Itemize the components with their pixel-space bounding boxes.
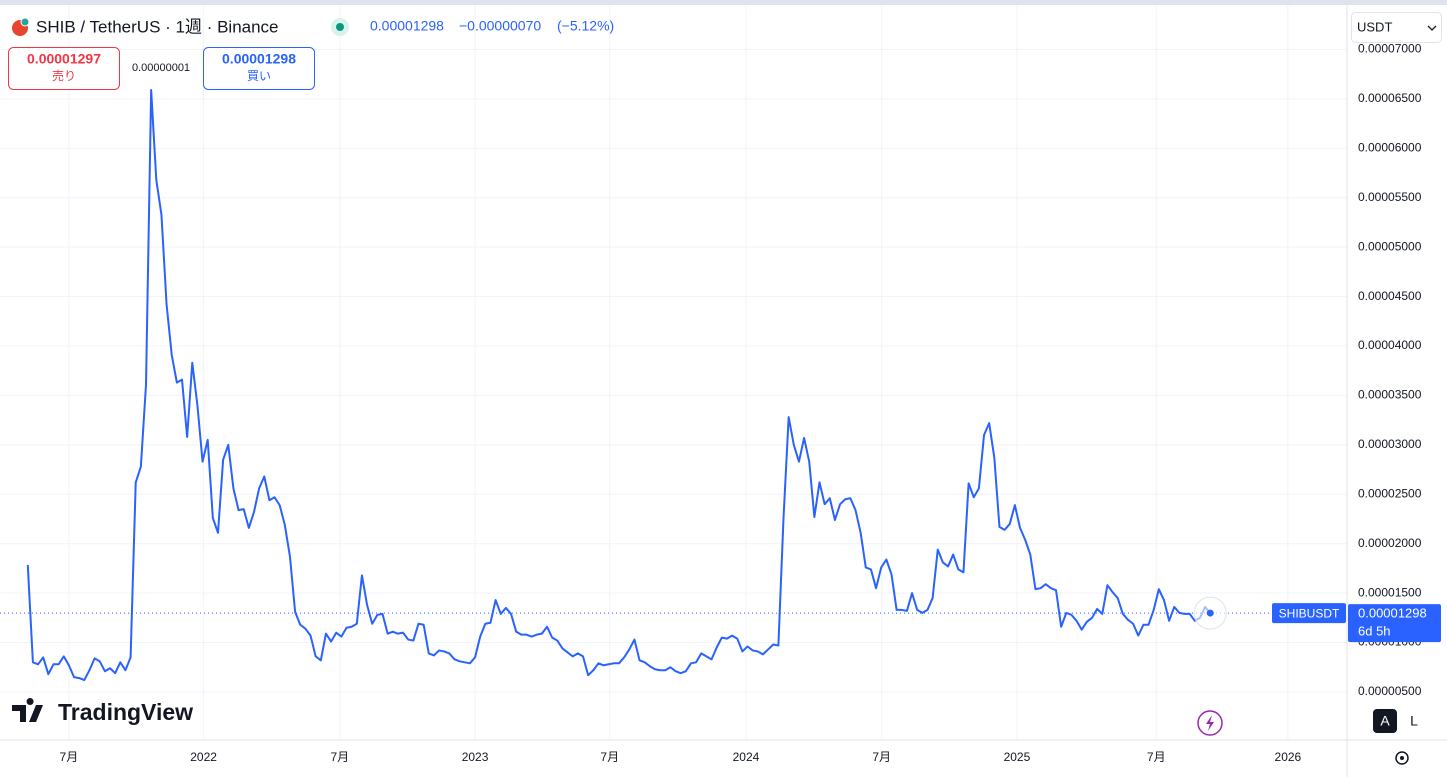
buy-price: 0.00001298 bbox=[222, 51, 296, 67]
price-tag-countdown: 6d 5h bbox=[1358, 624, 1391, 639]
buy-button[interactable] bbox=[203, 47, 315, 90]
last-price-dot bbox=[1206, 609, 1214, 617]
currency-label: USDT bbox=[1357, 19, 1392, 34]
y-tick-label: 0.00003500 bbox=[1358, 388, 1422, 402]
auto-scale-button[interactable] bbox=[1373, 709, 1397, 733]
x-tick-label: 2024 bbox=[733, 750, 760, 764]
grid bbox=[0, 5, 1347, 740]
alert-icon bbox=[1206, 715, 1214, 731]
x-tick-label: 7月 bbox=[1147, 750, 1166, 764]
y-tick-label: 0.00006500 bbox=[1358, 91, 1422, 105]
symbol-tag-label: SHIBUSDT bbox=[1279, 606, 1340, 620]
x-tick-label: 2022 bbox=[190, 750, 217, 764]
buy-label: 買い bbox=[247, 69, 271, 83]
price-change-pct: (−5.12%) bbox=[557, 18, 614, 34]
currency-select[interactable] bbox=[1351, 12, 1442, 43]
y-axis: 0.000005000.000010000.000015000.00002000… bbox=[1358, 42, 1422, 698]
price-tag-value: 0.00001298 bbox=[1358, 606, 1427, 621]
log-scale-label[interactable]: L bbox=[1410, 713, 1418, 729]
y-tick-label: 0.00004500 bbox=[1358, 289, 1422, 303]
plot bbox=[0, 89, 1347, 682]
logo-text[interactable]: TradingView bbox=[58, 699, 193, 725]
price-tag bbox=[1348, 604, 1441, 643]
logo-mark bbox=[12, 698, 43, 722]
y-tick-label: 0.00004000 bbox=[1358, 338, 1422, 352]
last-price: 0.00001298 bbox=[370, 18, 444, 34]
y-tick-label: 0.00000500 bbox=[1358, 684, 1422, 698]
y-tick-label: 0.00002500 bbox=[1358, 486, 1422, 500]
x-tick-label: 7月 bbox=[872, 750, 891, 764]
y-tick-label: 0.00007000 bbox=[1358, 42, 1422, 56]
settings-icon-center bbox=[1400, 756, 1404, 760]
y-tick-label: 0.00005000 bbox=[1358, 239, 1422, 253]
sell-label: 売り bbox=[52, 68, 76, 83]
x-tick-label: 7月 bbox=[60, 750, 79, 764]
y-tick-label: 0.00001500 bbox=[1358, 585, 1422, 599]
symbol-title[interactable]: SHIB / TetherUS · 1週 · Binance bbox=[36, 17, 279, 36]
y-tick-label: 0.00003000 bbox=[1358, 437, 1422, 451]
sell-price: 0.00001297 bbox=[27, 51, 101, 67]
y-tick-label: 0.00005500 bbox=[1358, 190, 1422, 204]
market-status-dot bbox=[336, 23, 344, 31]
price-line bbox=[26, 89, 1212, 682]
spread: 0.00000001 bbox=[132, 62, 190, 74]
x-tick-label: 7月 bbox=[600, 750, 619, 764]
symbol-tag bbox=[1272, 603, 1346, 624]
x-tick-label: 2026 bbox=[1275, 750, 1302, 764]
y-tick-label: 0.00002000 bbox=[1358, 536, 1422, 550]
auto-scale-label: A bbox=[1380, 713, 1390, 729]
x-tick-label: 2023 bbox=[462, 750, 489, 764]
x-tick-label: 2025 bbox=[1004, 750, 1031, 764]
settings-icon[interactable] bbox=[1395, 751, 1409, 765]
sell-button[interactable] bbox=[8, 47, 120, 90]
top-bar bbox=[0, 0, 1447, 5]
x-tick-label: 7月 bbox=[330, 750, 349, 764]
dropdown-arrow bbox=[1427, 25, 1437, 31]
exchange-icon bbox=[20, 17, 30, 27]
y-tick-label: 0.00006000 bbox=[1358, 140, 1422, 154]
price-change: −0.00000070 bbox=[459, 18, 541, 34]
x-axis: 7月 2022 7月 2023 7月 2024 7月 2025 7月 2026 bbox=[60, 750, 1302, 764]
